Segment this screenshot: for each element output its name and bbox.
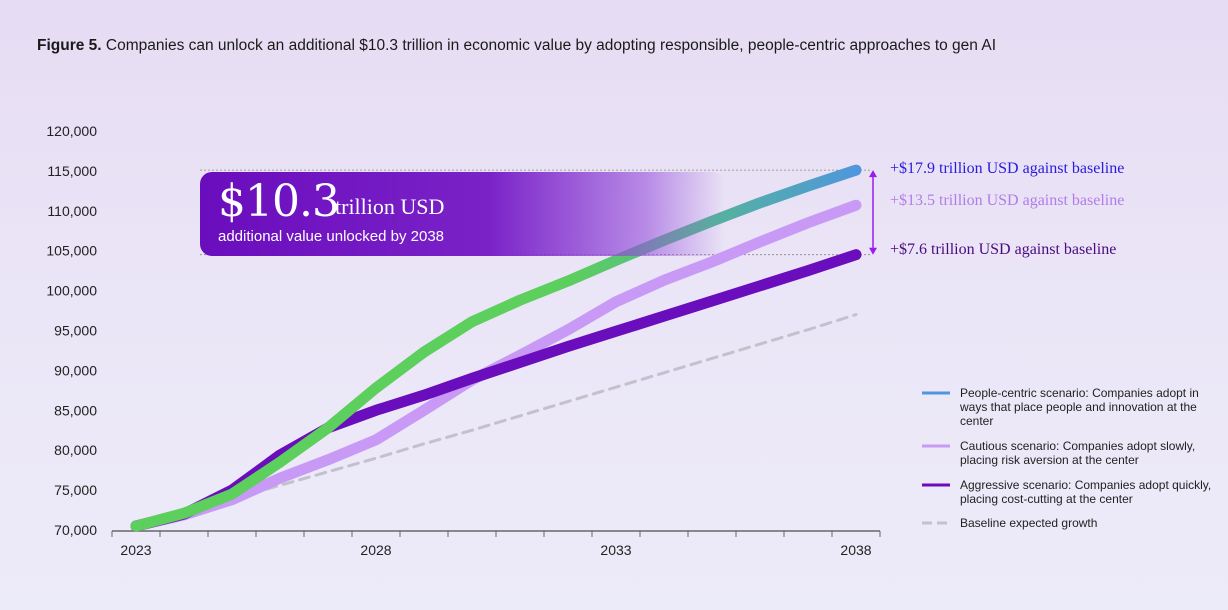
y-tick-label: 110,000 (47, 203, 97, 219)
callout-value: $10.3 (218, 176, 340, 227)
y-tick-label: 100,000 (46, 283, 97, 299)
y-tick-label: 90,000 (54, 362, 97, 378)
legend-baseline: Baseline expected growth (960, 516, 1098, 530)
annotation-people-centric: +$17.9 trillion USD against baseline (890, 160, 1125, 177)
figure-title-text: Companies can unlock an additional $10.3… (105, 37, 997, 54)
x-tick-label: 2028 (360, 542, 391, 558)
x-tick-label: 2023 (120, 542, 151, 558)
figure-title: Figure 5. Companies can unlock an additi… (37, 37, 996, 55)
y-tick-label: 105,000 (46, 243, 97, 259)
y-tick-label: 80,000 (54, 442, 97, 458)
callout-unit: trillion USD (335, 194, 445, 219)
legend-people-centric: People-centric scenario: Companies adopt… (960, 386, 1199, 428)
callout-subtitle: additional value unlocked by 2038 (218, 228, 445, 245)
y-tick-label: 75,000 (54, 482, 97, 498)
y-tick-label: 95,000 (54, 323, 97, 339)
x-tick-label: 2033 (600, 542, 631, 558)
annotation-aggressive: +$7.6 trillion USD against baseline (890, 241, 1117, 258)
x-tick-label: 2038 (840, 542, 871, 558)
legend-aggressive: Aggressive scenario: Companies adopt qui… (960, 478, 1212, 506)
y-tick-label: 70,000 (54, 522, 97, 538)
legend-cautious: Cautious scenario: Companies adopt slowl… (960, 439, 1196, 467)
series-line-3 (130, 164, 862, 532)
figure-label: Figure 5. (37, 37, 102, 54)
annotation-cautious: +$13.5 trillion USD against baseline (890, 192, 1125, 209)
y-tick-label: 115,000 (47, 163, 97, 179)
value-callout: $10.3 trillion USD additional value unlo… (200, 172, 725, 256)
y-tick-label: 120,000 (46, 123, 97, 139)
y-tick-label: 85,000 (54, 402, 97, 418)
